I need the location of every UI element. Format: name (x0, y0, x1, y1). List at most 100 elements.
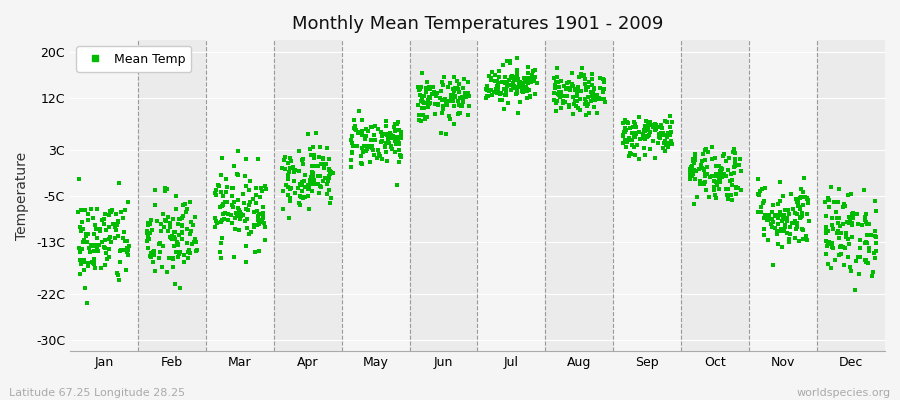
Point (440, 98, 454, 105)
Point (621, 120, 635, 126)
Point (87, 256, 102, 262)
Point (589, 96, 603, 102)
Point (381, 136, 395, 142)
Point (627, 119, 642, 125)
Point (652, 131, 666, 137)
Point (368, 136, 382, 143)
Point (141, 245, 156, 251)
Point (630, 142, 644, 148)
Point (713, 171, 727, 178)
Point (851, 271, 866, 277)
Point (91, 248, 105, 254)
Point (106, 221, 121, 227)
Point (454, 93, 469, 100)
Point (88, 222, 103, 228)
Point (217, 216, 231, 222)
Point (697, 165, 711, 172)
Point (859, 210, 873, 217)
Point (247, 209, 261, 215)
Point (220, 184, 234, 190)
Point (770, 230, 785, 237)
Point (868, 255, 882, 262)
Point (275, 188, 290, 194)
Point (842, 220, 856, 226)
Point (845, 214, 859, 220)
Point (789, 196, 804, 202)
Point (436, 106, 451, 112)
Point (180, 240, 194, 247)
Point (257, 236, 272, 243)
Point (833, 244, 848, 250)
Point (734, 168, 748, 174)
Point (616, 132, 630, 139)
Point (248, 249, 263, 255)
Point (769, 212, 783, 219)
Point (253, 194, 267, 200)
Point (636, 127, 651, 133)
Point (414, 118, 428, 124)
Point (74, 260, 88, 267)
Point (726, 170, 741, 176)
Point (687, 156, 701, 162)
Point (547, 82, 562, 88)
Point (411, 102, 426, 108)
Point (632, 129, 646, 135)
Point (80, 238, 94, 245)
Point (104, 209, 118, 216)
Point (178, 200, 193, 207)
Point (287, 190, 302, 196)
Point (590, 110, 604, 116)
Point (301, 193, 315, 199)
Point (860, 240, 874, 246)
Point (304, 174, 319, 180)
Point (862, 245, 877, 251)
Point (310, 163, 325, 169)
Point (555, 100, 570, 106)
Point (592, 94, 607, 101)
Point (375, 133, 390, 139)
Point (819, 226, 833, 232)
Point (547, 85, 562, 91)
Point (305, 181, 320, 187)
Point (652, 124, 666, 130)
Point (509, 86, 524, 92)
Point (760, 216, 775, 223)
Point (390, 182, 404, 188)
Point (500, 58, 514, 64)
Point (868, 208, 883, 214)
Point (481, 92, 495, 99)
Point (392, 126, 406, 133)
Point (305, 174, 320, 180)
Point (218, 209, 232, 216)
Point (626, 124, 640, 130)
Point (494, 89, 508, 96)
Point (522, 87, 536, 93)
Point (392, 147, 406, 153)
Point (428, 92, 443, 99)
Point (452, 80, 466, 87)
Point (819, 238, 833, 244)
Point (492, 97, 507, 103)
Point (705, 144, 719, 150)
Point (214, 202, 229, 209)
Point (712, 175, 726, 181)
Point (421, 100, 436, 107)
Point (753, 204, 768, 210)
Point (213, 218, 228, 225)
Point (818, 229, 832, 236)
Point (510, 54, 525, 61)
Point (415, 95, 429, 101)
Point (751, 176, 765, 183)
Point (580, 84, 595, 90)
Point (786, 220, 800, 226)
Point (435, 79, 449, 86)
Point (617, 137, 632, 144)
Point (383, 132, 398, 138)
Point (316, 156, 330, 162)
Point (499, 88, 513, 94)
Point (81, 263, 95, 270)
Point (524, 78, 538, 85)
Point (752, 192, 767, 198)
Point (183, 250, 197, 256)
Point (96, 244, 111, 250)
